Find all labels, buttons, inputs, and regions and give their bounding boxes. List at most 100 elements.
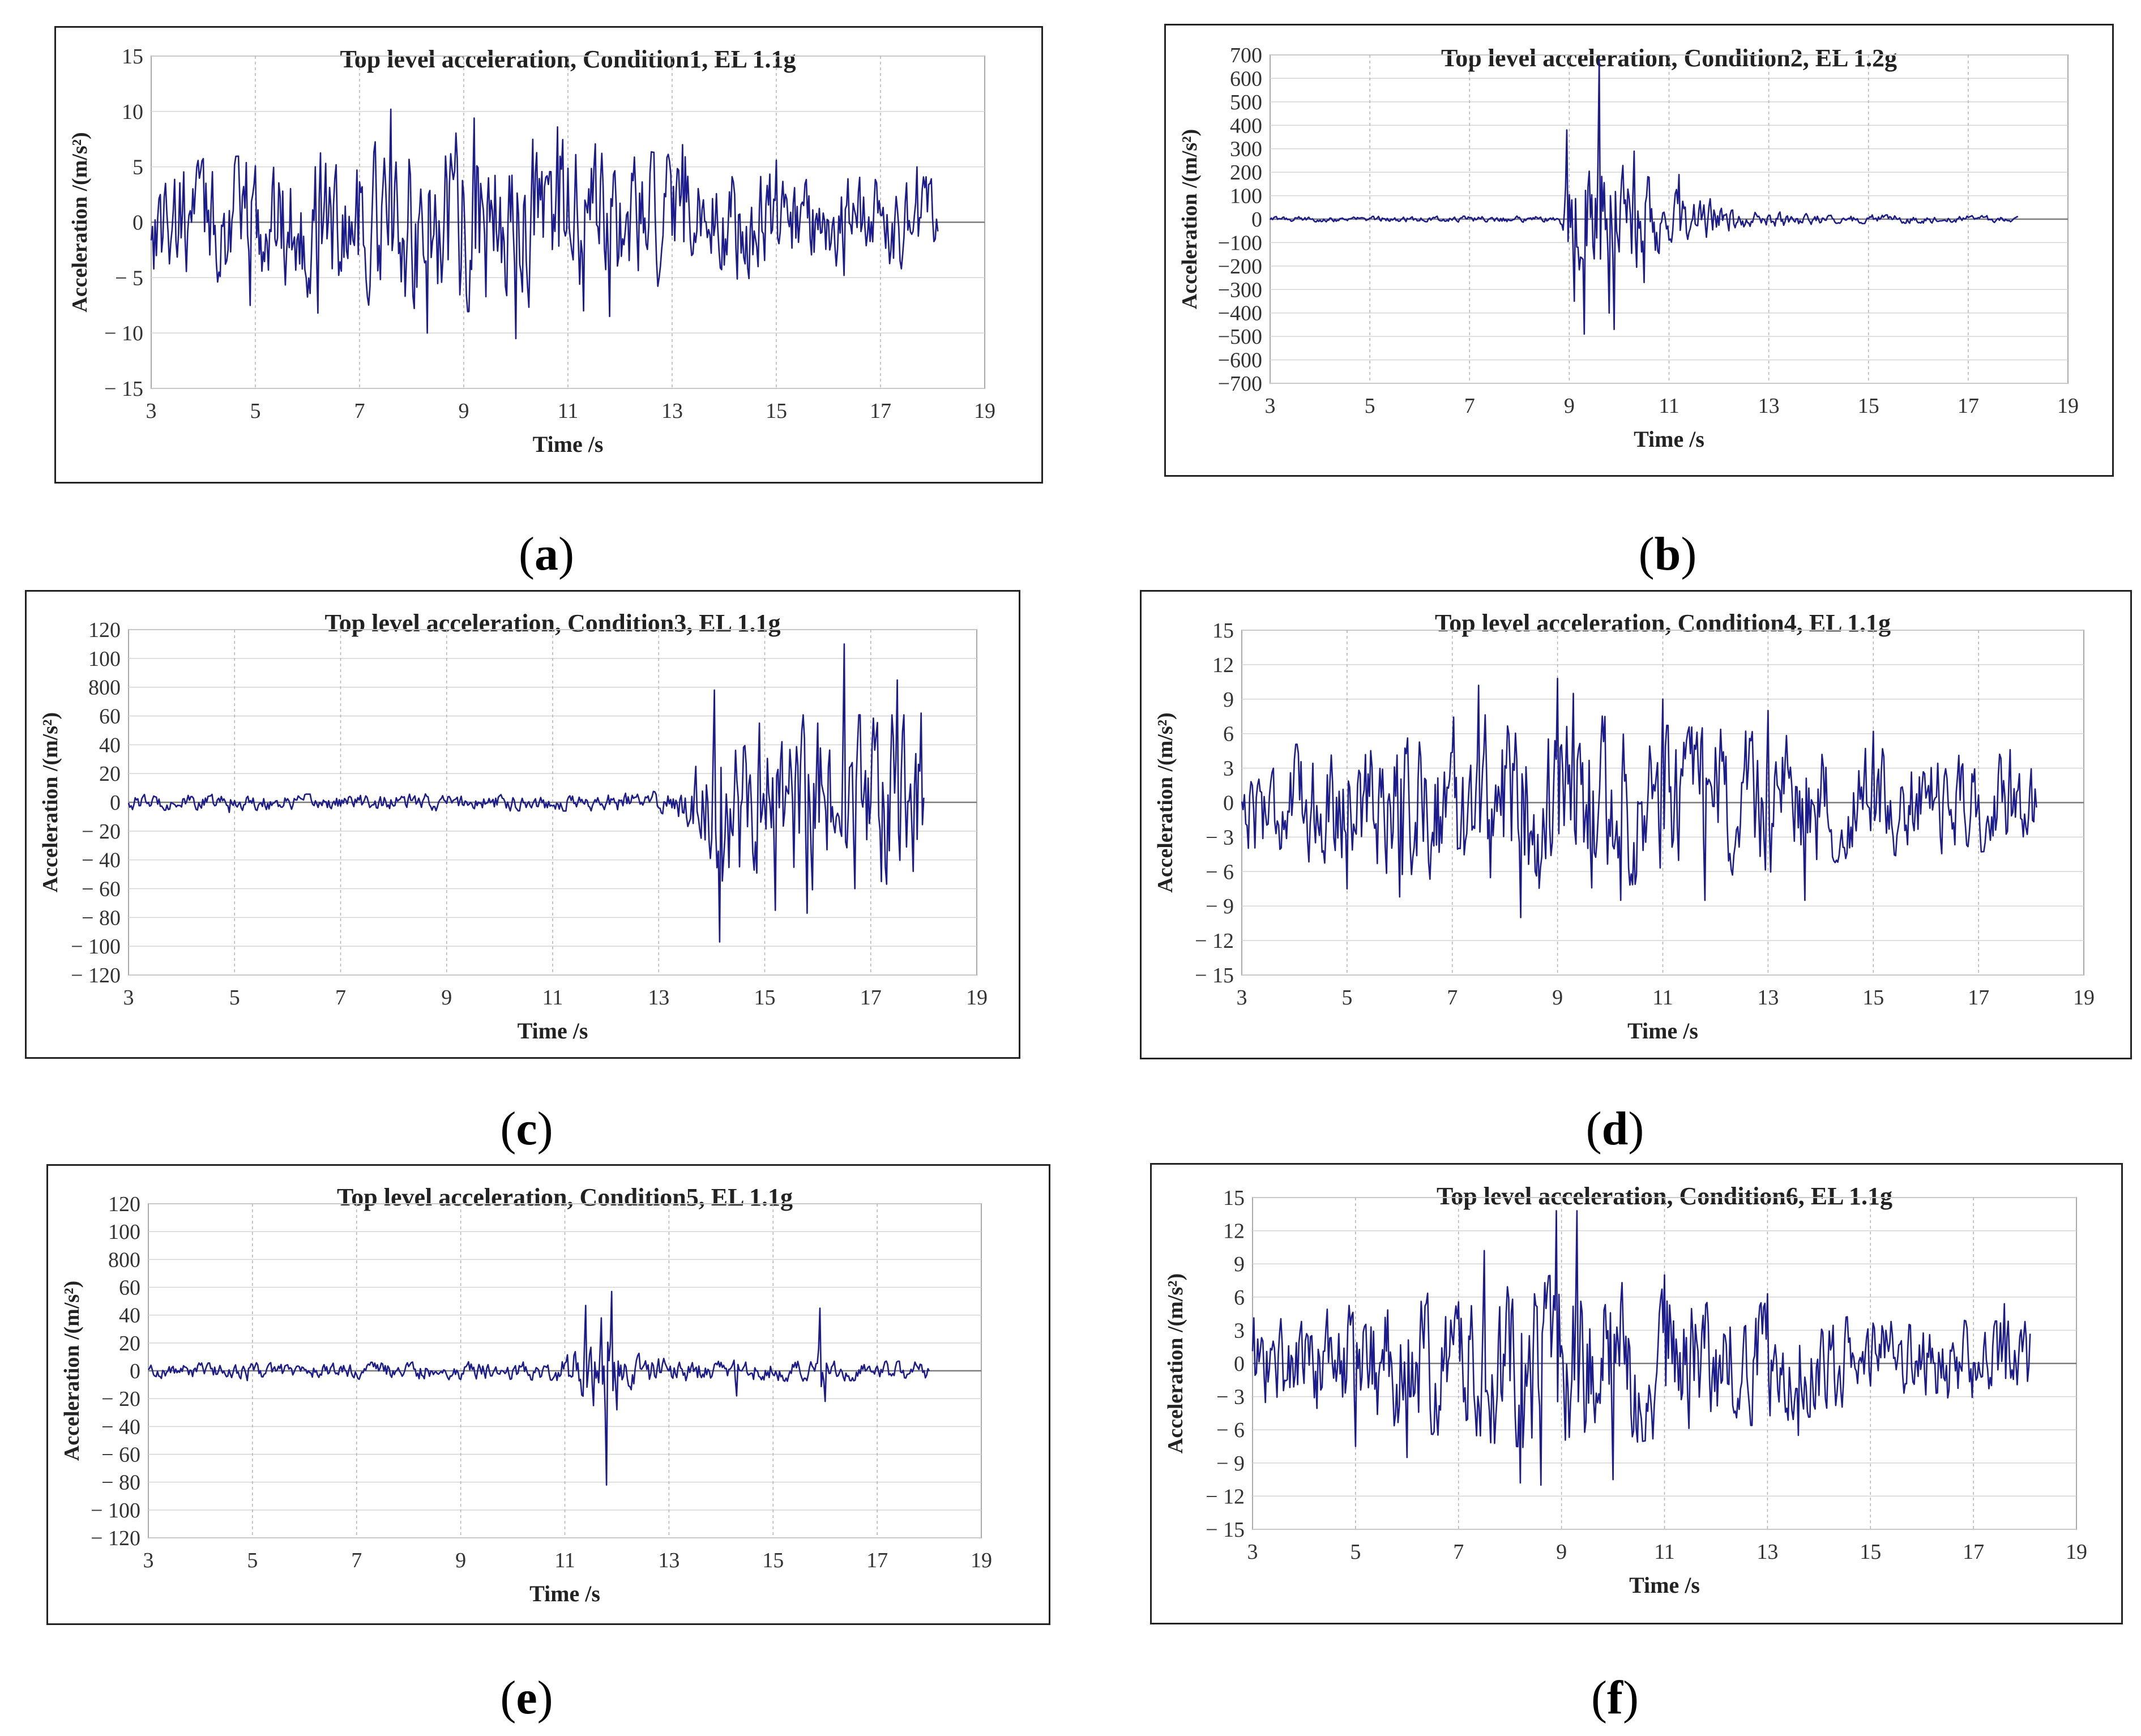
- x-tick-label: 15: [754, 986, 776, 1010]
- x-tick-label: 11: [558, 399, 579, 423]
- series-line: [150, 108, 939, 340]
- subfigure-label-b: (b): [1638, 528, 1697, 580]
- y-tick-label: − 20: [101, 1387, 140, 1411]
- y-tick-label: −600: [1218, 349, 1262, 373]
- y-tick-label: − 15: [1195, 964, 1234, 987]
- y-tick-label: − 5: [115, 266, 143, 290]
- y-tick-label: − 80: [82, 906, 121, 930]
- y-tick-label: 0: [110, 791, 121, 815]
- x-tick-label: 5: [250, 399, 261, 423]
- x-tick-label: 7: [1453, 1540, 1464, 1564]
- subfigure-label-e: (e): [500, 1671, 553, 1724]
- y-tick-label: − 6: [1206, 860, 1234, 884]
- y-tick-label: − 40: [82, 849, 121, 873]
- y-tick-label: 9: [1234, 1252, 1245, 1276]
- chart-svg: Top level acceleration, Condition2, EL 1…: [1178, 44, 2079, 452]
- y-tick-label: 40: [99, 733, 121, 757]
- series-line: [1251, 1210, 2031, 1486]
- x-tick-label: 9: [459, 399, 469, 423]
- x-tick-label: 3: [1265, 394, 1276, 418]
- y-tick-label: 9: [1223, 688, 1234, 712]
- y-tick-label: 0: [1223, 792, 1234, 815]
- y-tick-label: 100: [108, 1220, 140, 1244]
- x-tick-label: 15: [766, 399, 787, 423]
- y-tick-label: 15: [122, 45, 143, 69]
- y-tick-label: − 40: [101, 1415, 140, 1439]
- y-axis-label: Acceleration /(m/s²): [39, 712, 62, 892]
- x-tick-label: 11: [1659, 394, 1680, 418]
- y-tick-label: − 3: [1216, 1386, 1245, 1409]
- y-tick-label: 6: [1234, 1286, 1245, 1310]
- x-tick-label: 3: [1247, 1540, 1258, 1564]
- y-tick-label: −100: [1218, 231, 1262, 255]
- y-tick-label: 20: [99, 762, 121, 786]
- x-tick-label: 5: [1341, 986, 1352, 1010]
- y-tick-label: − 100: [91, 1499, 140, 1523]
- y-tick-label: 60: [119, 1276, 140, 1300]
- x-tick-label: 13: [648, 986, 669, 1010]
- y-tick-label: −200: [1218, 255, 1262, 279]
- x-tick-label: 9: [1552, 986, 1563, 1010]
- y-axis-label: Acceleration /(m/s²): [1178, 129, 1202, 309]
- x-axis-label: Time /s: [1634, 426, 1704, 452]
- chart-svg: Top level acceleration, Condition5, EL 1…: [60, 1183, 992, 1606]
- x-tick-label: 9: [1564, 394, 1575, 418]
- chart-svg: Top level acceleration, Condition4, EL 1…: [1153, 609, 2095, 1044]
- x-tick-label: 17: [1963, 1540, 1984, 1564]
- x-tick-label: 17: [1958, 394, 1979, 418]
- y-tick-label: 12: [1223, 1220, 1245, 1243]
- x-tick-label: 3: [146, 399, 157, 423]
- x-tick-label: 15: [1862, 986, 1884, 1010]
- y-tick-label: 300: [1230, 138, 1262, 161]
- x-tick-label: 13: [661, 399, 683, 423]
- chart-panel-a: Top level acceleration, Condition1, EL 1…: [54, 26, 1043, 484]
- x-tick-label: 5: [247, 1549, 258, 1572]
- x-tick-label: 17: [870, 399, 891, 423]
- y-tick-label: 5: [133, 156, 143, 179]
- y-tick-label: 20: [119, 1332, 140, 1356]
- y-tick-label: − 9: [1206, 895, 1234, 918]
- series-line: [147, 1290, 930, 1486]
- y-axis-label: Acceleration /(m/s²): [60, 1281, 84, 1461]
- x-tick-label: 19: [2057, 394, 2079, 418]
- chart-title: Top level acceleration, Condition5, EL 1…: [337, 1183, 793, 1211]
- x-axis-label: Time /s: [518, 1018, 588, 1044]
- x-axis-label: Time /s: [533, 431, 604, 457]
- y-tick-label: 6: [1223, 722, 1234, 746]
- x-tick-label: 11: [554, 1549, 575, 1572]
- x-tick-label: 19: [2066, 1540, 2087, 1564]
- y-tick-label: 100: [88, 647, 121, 671]
- x-axis-label: Time /s: [1627, 1018, 1698, 1044]
- y-tick-label: 100: [1230, 185, 1262, 208]
- x-tick-label: 19: [966, 986, 988, 1010]
- y-tick-label: 200: [1230, 161, 1262, 185]
- x-tick-label: 7: [354, 399, 365, 423]
- y-tick-label: − 120: [71, 964, 121, 987]
- x-tick-label: 3: [123, 986, 134, 1010]
- y-axis-label: Acceleration /(m/s²): [1164, 1273, 1187, 1453]
- chart-svg: Top level acceleration, Condition6, EL 1…: [1164, 1182, 2087, 1598]
- x-tick-label: 11: [1654, 1540, 1675, 1564]
- x-tick-label: 7: [1447, 986, 1458, 1010]
- x-tick-label: 19: [971, 1549, 992, 1572]
- x-tick-label: 5: [1365, 394, 1375, 418]
- x-tick-label: 9: [455, 1549, 466, 1572]
- x-tick-label: 13: [658, 1549, 680, 1572]
- y-tick-label: − 10: [104, 322, 143, 345]
- y-tick-label: − 60: [82, 878, 121, 901]
- y-tick-label: −400: [1218, 302, 1262, 326]
- y-tick-label: 400: [1230, 114, 1262, 138]
- y-tick-label: − 80: [101, 1471, 140, 1495]
- x-tick-label: 15: [1858, 394, 1879, 418]
- x-tick-label: 3: [143, 1549, 154, 1572]
- x-tick-label: 19: [974, 399, 995, 423]
- chart-panel-d: Top level acceleration, Condition4, EL 1…: [1140, 590, 2132, 1059]
- y-tick-label: −500: [1218, 325, 1262, 349]
- x-tick-label: 11: [542, 986, 563, 1010]
- y-tick-label: 700: [1230, 44, 1262, 67]
- chart-svg: Top level acceleration, Condition3, EL 1…: [39, 609, 988, 1044]
- y-tick-label: − 100: [71, 935, 121, 959]
- y-tick-label: 15: [1223, 1186, 1245, 1210]
- y-tick-label: 0: [1234, 1352, 1245, 1376]
- y-tick-label: 120: [108, 1192, 140, 1216]
